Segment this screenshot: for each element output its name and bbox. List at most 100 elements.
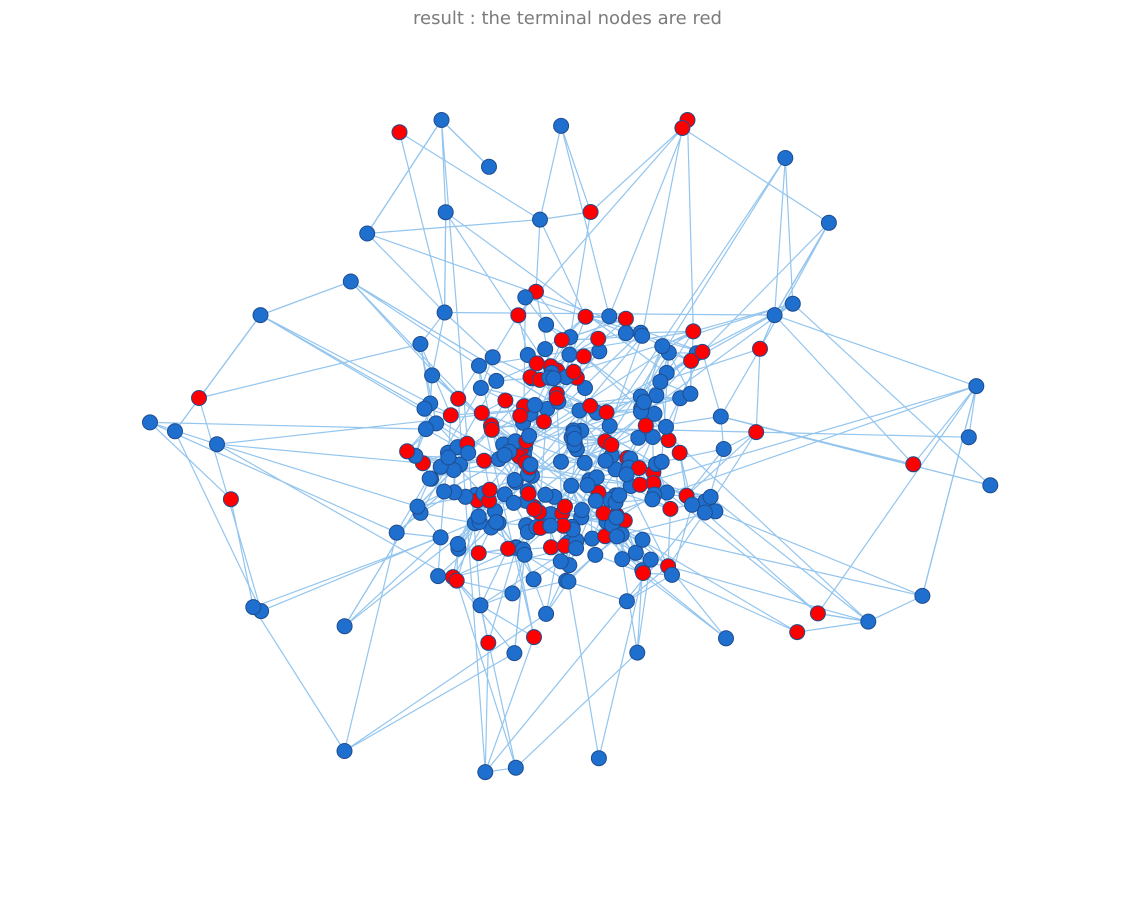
graph-edge — [671, 574, 798, 633]
graph-edge — [756, 431, 969, 438]
graph-edge — [567, 581, 600, 759]
graph-node — [471, 357, 487, 374]
graph-edge — [590, 127, 683, 213]
terminal-node — [473, 404, 490, 421]
graph-node — [553, 117, 570, 134]
graph-node — [590, 750, 607, 767]
graph-node — [560, 573, 577, 590]
graph-edge — [399, 131, 541, 221]
graph-edge — [568, 315, 610, 356]
terminal-node — [694, 343, 711, 360]
graph-node — [245, 599, 262, 616]
graph-node — [563, 477, 580, 494]
graph-node — [526, 397, 543, 413]
terminal-node — [442, 407, 459, 424]
terminal-node — [528, 355, 545, 372]
graph-edge — [350, 281, 459, 400]
terminal-node — [548, 390, 565, 407]
graph-node — [516, 546, 533, 563]
graph-node — [712, 408, 729, 425]
graph-edge — [755, 348, 761, 433]
terminal-node — [526, 501, 543, 518]
terminal-node — [582, 204, 599, 220]
graph-edge — [539, 219, 587, 317]
graph-edge — [598, 572, 644, 759]
graph-node — [784, 295, 801, 312]
graph-node — [481, 158, 497, 175]
graph-node — [209, 436, 225, 453]
graph-node — [430, 568, 447, 585]
graph-node — [505, 494, 522, 511]
graph-edge — [479, 605, 517, 768]
graph-edge — [420, 512, 476, 524]
terminal-node — [526, 629, 542, 646]
graph-edge — [539, 125, 562, 220]
graph-edge — [452, 576, 515, 654]
graph-node — [618, 466, 635, 483]
graph-edge — [452, 510, 716, 578]
graph-node — [634, 327, 651, 344]
graph-node — [597, 452, 614, 469]
terminal-node — [671, 444, 688, 461]
terminal-node — [662, 500, 679, 517]
graph-edge — [759, 222, 830, 350]
graph-node — [982, 477, 999, 494]
graph-node — [777, 150, 794, 166]
graph-node — [573, 502, 590, 518]
graph-edge — [431, 312, 446, 376]
terminal-node — [905, 456, 922, 473]
terminal-node — [222, 491, 239, 508]
graph-node — [630, 429, 647, 446]
graph-node — [682, 385, 699, 402]
terminal-node — [565, 363, 582, 380]
graph-edge — [260, 314, 425, 410]
terminal-node — [575, 348, 592, 365]
graph-edge — [561, 157, 786, 514]
graph-node — [568, 540, 585, 557]
graph-edge — [686, 448, 725, 497]
terminal-node — [450, 390, 467, 407]
graph-node — [496, 447, 513, 463]
graph-node — [522, 456, 539, 473]
graph-node — [504, 585, 521, 602]
graph-edge — [715, 510, 923, 597]
graph-edge — [344, 652, 515, 752]
graph-edge — [774, 222, 830, 316]
terminal-node — [520, 485, 537, 502]
graph-node — [968, 378, 985, 395]
graph-node — [449, 536, 466, 552]
graph-edge — [230, 499, 254, 608]
graph-node — [718, 630, 734, 647]
graph-node — [644, 491, 661, 508]
terminal-node — [598, 404, 615, 421]
graph-edge — [512, 580, 567, 594]
graph-edge — [344, 506, 419, 627]
graph-edge — [149, 421, 232, 500]
graph-node — [432, 529, 449, 546]
graph-node — [587, 546, 604, 563]
graph-node — [538, 605, 555, 622]
terminal-node — [497, 392, 514, 409]
graph-node — [532, 211, 548, 228]
graph-edge — [456, 523, 476, 581]
graph-edge — [626, 574, 673, 602]
graph-edge — [149, 421, 397, 534]
graph-node — [579, 477, 596, 494]
terminal-node — [582, 397, 599, 414]
graph-node — [167, 423, 183, 440]
graph-node — [342, 273, 359, 290]
terminal-node — [480, 634, 497, 651]
graph-node — [537, 486, 554, 503]
graph-edge — [921, 385, 977, 597]
graph-node — [416, 400, 433, 417]
graph-edge — [456, 580, 517, 768]
graph-edge — [641, 127, 683, 336]
graph-edge — [260, 314, 431, 405]
graph-node — [627, 544, 644, 561]
graph-node — [437, 204, 454, 221]
graph-edge — [366, 119, 443, 234]
graph-edge — [252, 606, 346, 752]
terminal-node — [191, 390, 207, 406]
graph-edge — [641, 569, 727, 639]
graph-edge — [774, 314, 914, 465]
